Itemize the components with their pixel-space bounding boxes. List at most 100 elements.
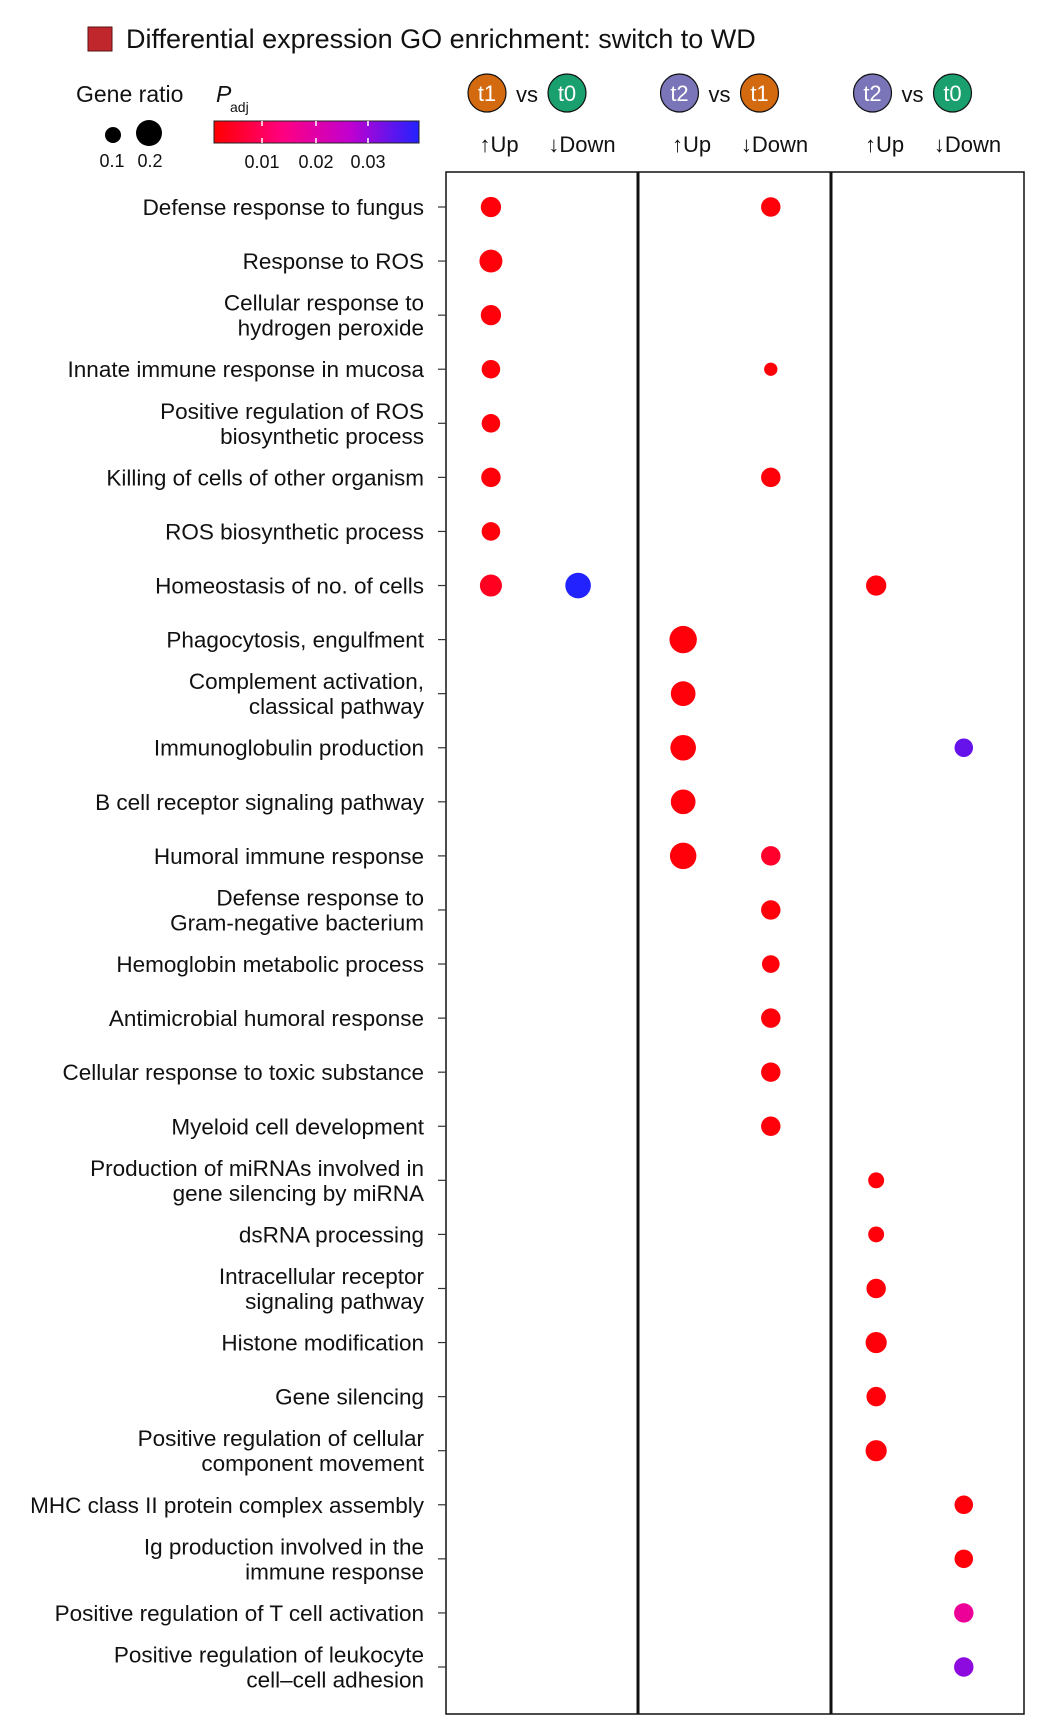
down-label: ↓Down: [934, 132, 1001, 157]
color-legend-subtitle: adj: [230, 99, 249, 115]
term-label: Response to ROS: [243, 249, 424, 274]
term-label: MHC class II protein complex assembly: [30, 1493, 425, 1518]
term-label: Positive regulation of ROS biosynthetic p…: [160, 399, 424, 449]
enrichment-dot: [866, 1386, 886, 1407]
timepoint-badge-b: [739, 73, 780, 113]
term-ticks: [438, 206, 446, 1668]
enrichment-dot: [761, 846, 781, 866]
enrichment-dot: [866, 575, 887, 596]
timepoint-badge-b: [932, 73, 973, 113]
vs-label: vs: [709, 82, 731, 107]
enrichment-dot: [865, 1331, 887, 1354]
vs-label: vs: [516, 82, 538, 107]
enrichment-dot: [480, 304, 502, 326]
term-labels: Defense response to fungus Response to RO…: [30, 195, 425, 1693]
term-label: Hemoglobin metabolic process: [116, 952, 424, 977]
timepoint-badge-a: [467, 73, 507, 113]
enrichment-dot: [954, 1657, 974, 1677]
size-legend-title: Gene ratio: [76, 81, 183, 107]
down-label: ↓Down: [741, 132, 808, 157]
enrichment-dot: [565, 572, 591, 599]
plot-frame: [445, 171, 1025, 1715]
comparison-headers: t1 vs t0 ↑Up ↓Down t2 vs t1 ↑Up ↓Down t2 vs t0 ↑Up ↓Do…: [467, 73, 1001, 157]
term-label: Intracellular receptor signaling pathway: [219, 1264, 425, 1314]
term-label: Histone modification: [221, 1331, 424, 1356]
term-label: Production of miRNAs involved in gene sil…: [90, 1156, 424, 1206]
enrichment-dot: [954, 1549, 974, 1569]
color-legend-tick-label-3: 0.03: [350, 152, 385, 172]
enrichment-dot: [481, 414, 501, 433]
enrichment-dot: [481, 359, 501, 379]
enrichment-dot: [761, 955, 780, 973]
enrichment-dots: [479, 196, 974, 1677]
enrichment-dot: [868, 1226, 885, 1243]
enrichment-dot: [761, 1116, 781, 1136]
term-label: Positive regulation of leukocyte cell–cel…: [114, 1643, 424, 1693]
comparison-header-3: t2 vs t0 ↑Up ↓Down: [852, 73, 1001, 157]
term-label: ROS biosynthetic process: [165, 519, 424, 544]
chart-title: Differential expression GO enrichment: s…: [126, 24, 756, 54]
timepoint-label-b: t0: [943, 81, 961, 106]
enrichment-dot: [670, 734, 696, 761]
term-label: Cellular response to toxic substance: [63, 1060, 424, 1085]
up-label: ↑Up: [672, 132, 711, 157]
up-label: ↑Up: [865, 132, 904, 157]
color-legend-title: P: [216, 81, 232, 107]
enrichment-dot: [670, 681, 696, 707]
enrichment-dot: [669, 625, 697, 654]
term-label: Defense response to Gram-negative bacteri…: [170, 885, 424, 935]
up-label: ↑Up: [479, 132, 518, 157]
term-label: Immunoglobulin production: [154, 736, 424, 761]
enrichment-dot: [761, 1062, 781, 1082]
timepoint-label-a: t2: [670, 81, 688, 106]
enrichment-dot: [481, 467, 501, 488]
size-legend-label-small: 0.1: [99, 151, 124, 171]
timepoint-badge-a: [659, 73, 700, 113]
enrichment-dot: [761, 197, 781, 217]
term-label: B cell receptor signaling pathway: [95, 790, 425, 815]
term-label: Homeostasis of no. of cells: [155, 574, 424, 599]
size-legend-label-large: 0.2: [137, 151, 162, 171]
enrichment-dot: [669, 842, 697, 870]
enrichment-dot: [954, 1603, 974, 1623]
term-label: Antimicrobial humoral response: [109, 1006, 424, 1031]
enrichment-dot: [479, 574, 502, 597]
enrichment-dot: [954, 738, 974, 758]
size-legend-dot-large: [136, 120, 162, 146]
term-label: dsRNA processing: [239, 1222, 424, 1247]
enrichment-dot: [954, 1495, 974, 1515]
term-label: Innate immune response in mucosa: [68, 357, 425, 382]
term-label: Cellular response to hydrogen peroxide: [224, 291, 424, 341]
term-label: Ig production involved in the immune resp…: [144, 1534, 424, 1584]
term-label: Complement activation, classical pathway: [189, 669, 425, 719]
timepoint-label-a: t2: [863, 81, 881, 106]
term-label: Positive regulation of cellular component…: [138, 1426, 425, 1476]
enrichment-dot: [868, 1172, 885, 1189]
term-label: Phagocytosis, engulfment: [166, 628, 424, 653]
down-label: ↓Down: [548, 132, 615, 157]
enrichment-dot: [761, 1008, 781, 1028]
color-legend-tick-label-1: 0.01: [244, 152, 279, 172]
color-legend-tick-label-2: 0.02: [298, 152, 333, 172]
enrichment-dot: [764, 362, 778, 376]
timepoint-label-b: t0: [558, 81, 576, 106]
comparison-header-2: t2 vs t1 ↑Up ↓Down: [659, 73, 808, 157]
title-marker: [87, 26, 113, 52]
enrichment-dot: [761, 467, 781, 488]
timepoint-badge-b: [547, 73, 587, 113]
term-label: Defense response to fungus: [143, 195, 424, 220]
enrichment-dot: [481, 522, 501, 541]
timepoint-label-a: t1: [478, 81, 496, 106]
enrichment-dot: [480, 196, 502, 218]
color-legend-ticks: [261, 121, 369, 143]
term-label: Myeloid cell development: [171, 1114, 424, 1139]
term-label: Gene silencing: [275, 1385, 424, 1410]
size-legend-dot-small: [105, 127, 121, 143]
enrichment-dot: [761, 900, 781, 920]
comparison-header-1: t1 vs t0 ↑Up ↓Down: [467, 73, 616, 157]
term-label: Humoral immune response: [154, 844, 424, 869]
enrichment-dot: [865, 1440, 887, 1462]
vs-label: vs: [902, 82, 924, 107]
enrichment-dot: [866, 1278, 886, 1299]
